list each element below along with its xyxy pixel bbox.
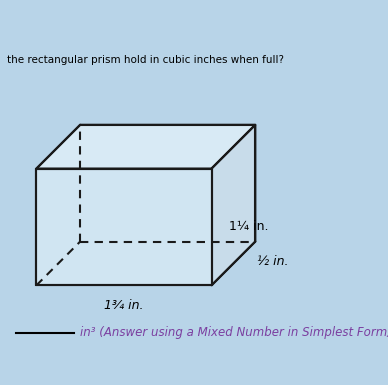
Text: the rectangular prism hold in cubic inches when full?: the rectangular prism hold in cubic inch… [7, 55, 284, 65]
Polygon shape [36, 125, 255, 169]
Polygon shape [36, 169, 211, 285]
Text: 1¼ in.: 1¼ in. [229, 221, 268, 233]
Text: in³ (Answer using a Mixed Number in Simplest Form): in³ (Answer using a Mixed Number in Simp… [80, 326, 388, 339]
Text: ½ in.: ½ in. [257, 254, 288, 268]
Polygon shape [211, 125, 255, 285]
Text: 1¾ in.: 1¾ in. [104, 299, 144, 312]
